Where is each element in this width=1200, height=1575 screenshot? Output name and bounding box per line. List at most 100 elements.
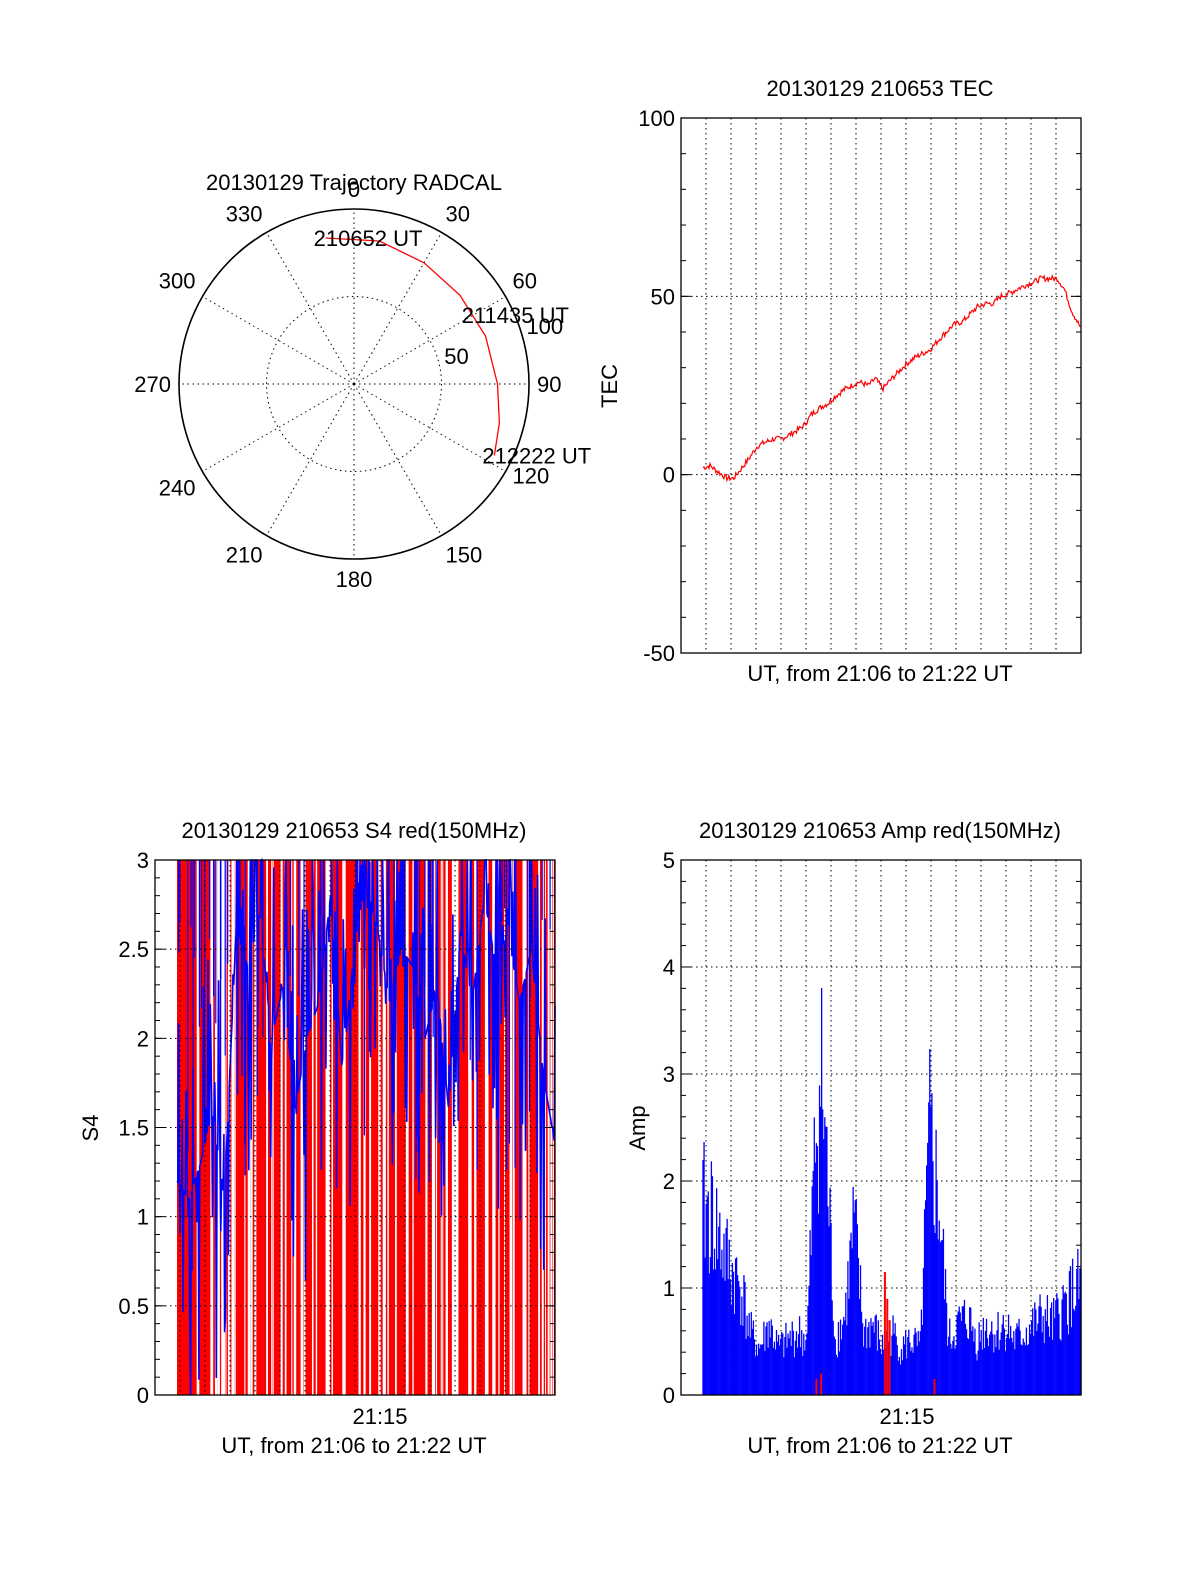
s4-y-tick-labels: 0 0.5 1 1.5 2 2.5 3: [118, 848, 149, 1408]
polar-angle-label: 120: [512, 464, 549, 489]
s4-xlabel: UT, from 21:06 to 21:22 UT: [221, 1433, 486, 1458]
polar-outer-circle: [178, 208, 530, 560]
s4-gap: [232, 860, 235, 1395]
amp-xtick-label: 21:15: [879, 1404, 934, 1429]
s4-chart: 20130129 210653 S4 red(150MHz) UT, from …: [78, 818, 556, 1458]
amp-ytick-label: 3: [663, 1062, 675, 1087]
s4-gap: [412, 860, 414, 1395]
amp-grid: [681, 859, 1081, 1396]
s4-gap: [378, 860, 380, 1395]
s4-gap: [504, 860, 506, 1395]
tec-grid: [681, 117, 1081, 654]
trajectory-line: [325, 237, 501, 456]
s4-gap: [492, 860, 494, 1395]
s4-gap: [510, 860, 513, 1395]
polar-annotations: 210652 UT 211435 UT 212222 UT: [314, 226, 592, 469]
s4-gap: [512, 860, 515, 1395]
s4-gap: [468, 860, 470, 1395]
amp-series: [702, 987, 1082, 1395]
trajectory-time-label: 210652 UT: [314, 226, 423, 251]
s4-gap: [302, 860, 304, 1395]
tec-ytick-label: 50: [651, 284, 675, 309]
s4-gap: [486, 860, 489, 1395]
s4-gap: [328, 860, 331, 1395]
polar-angle-labels: 0 30 60 90 120 150 180 210 240 270 300 330: [134, 177, 561, 592]
tec-line: [702, 274, 1082, 483]
amp-ytick-label: 1: [663, 1276, 675, 1301]
tec-ylabel: TEC: [597, 364, 622, 408]
s4-gap: [325, 860, 328, 1395]
s4-gap: [280, 860, 283, 1395]
s4-title: 20130129 210653 S4 red(150MHz): [182, 818, 527, 843]
s4-gap: [272, 860, 274, 1395]
polar-angle-label: 300: [159, 269, 196, 294]
s4-ylabel: S4: [78, 1115, 103, 1142]
polar-spoke: [202, 383, 355, 472]
polar-spoke: [266, 232, 355, 385]
polar-spoke: [353, 296, 506, 385]
s4-gap: [435, 860, 438, 1395]
s4-gap: [523, 860, 525, 1395]
tec-ytick-label: 100: [638, 106, 675, 131]
trajectory-time-label: 212222 UT: [482, 444, 591, 469]
tec-series: [702, 274, 1082, 483]
s4-ytick-label: 0: [137, 1383, 149, 1408]
polar-spoke: [266, 383, 355, 536]
amp-xlabel: UT, from 21:06 to 21:22 UT: [747, 1433, 1012, 1458]
s4-gap: [331, 860, 334, 1395]
s4-gap: [327, 860, 329, 1395]
s4-gap: [197, 860, 200, 1395]
s4-gap: [266, 860, 268, 1395]
s4-ytick-label: 3: [137, 848, 149, 873]
tec-ytick-label: -50: [643, 641, 675, 666]
polar-angle-label: 210: [226, 542, 263, 567]
s4-gap: [231, 860, 234, 1395]
s4-gap: [358, 860, 361, 1395]
amp-ylabel: Amp: [625, 1105, 650, 1150]
tec-ytick-label: 0: [663, 463, 675, 488]
tec-title: 20130129 210653 TEC: [766, 76, 993, 101]
amp-title: 20130129 210653 Amp red(150MHz): [699, 818, 1061, 843]
polar-angle-label: 0: [348, 177, 360, 202]
amp-ytick-label: 4: [663, 955, 675, 980]
tec-chart: 20130129 210653 TEC UT, from 21:06 to 21…: [597, 76, 1082, 686]
amp-chart: 20130129 210653 Amp red(150MHz) UT, from…: [625, 818, 1082, 1458]
trajectory-time-label: 211435 UT: [462, 303, 569, 328]
polar-title: 20130129 Trajectory RADCAL: [206, 170, 502, 195]
s4-gap: [538, 860, 540, 1395]
s4-gap: [383, 860, 386, 1395]
s4-ytick-label: 2: [137, 1026, 149, 1051]
s4-ytick-label: 2.5: [118, 937, 149, 962]
s4-gap: [407, 860, 409, 1395]
polar-spoke: [353, 232, 442, 385]
s4-gap: [293, 860, 296, 1395]
polar-radius-circle: [266, 296, 442, 472]
s4-gap: [266, 860, 268, 1395]
tec-xlabel: UT, from 21:06 to 21:22 UT: [747, 661, 1012, 686]
polar-radius-label: 100: [526, 314, 563, 339]
polar-angle-label: 60: [512, 269, 536, 294]
s4-gap: [405, 860, 409, 1395]
amp-ytick-label: 2: [663, 1169, 675, 1194]
amp-ytick-label: 5: [663, 848, 675, 873]
s4-ytick-label: 0.5: [118, 1294, 149, 1319]
polar-angle-label: 240: [159, 476, 196, 501]
polar-grid: [178, 208, 530, 560]
polar-spoke: [353, 383, 506, 472]
s4-gap: [221, 860, 224, 1395]
s4-frame: [154, 859, 556, 1396]
s4-gap: [431, 860, 435, 1395]
polar-angle-label: 30: [446, 202, 470, 227]
polar-trajectory-chart: 20130129 Trajectory RADCAL 0 30 60 90 120 150…: [134, 170, 591, 592]
s4-gap: [493, 860, 496, 1395]
polar-angle-label: 150: [446, 542, 483, 567]
s4-gap: [196, 860, 198, 1395]
polar-series: [325, 237, 501, 456]
s4-gap: [528, 860, 530, 1395]
s4-ytick-label: 1.5: [118, 1116, 149, 1141]
s4-ytick-label: 1: [137, 1205, 149, 1230]
s4-gap: [425, 860, 428, 1395]
s4-gap: [222, 860, 225, 1395]
polar-radius-labels: 50 100: [444, 314, 563, 369]
s4-gap: [451, 860, 454, 1395]
